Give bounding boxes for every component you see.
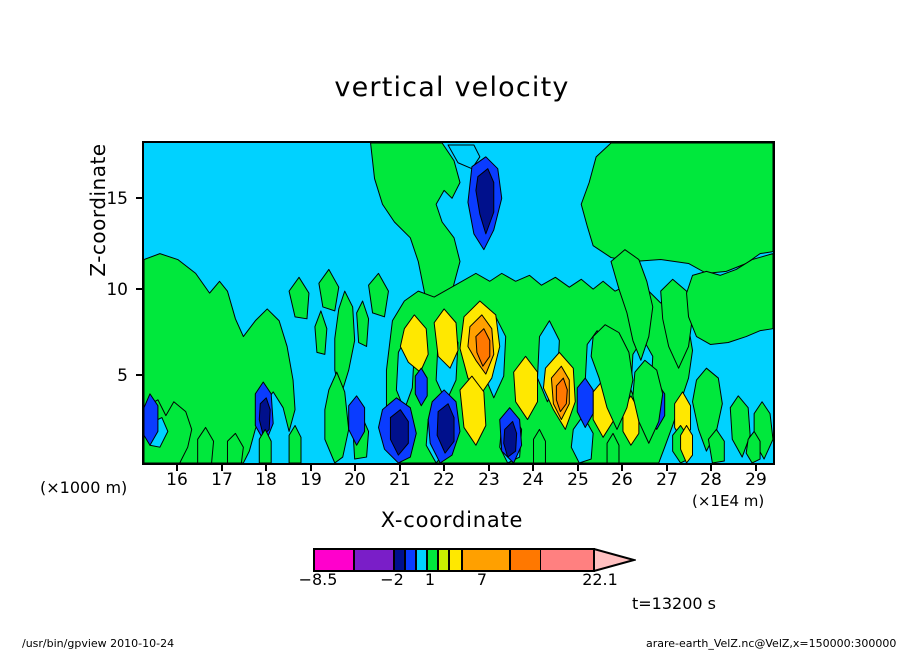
x-tick-label: 19 [300,470,322,490]
x-tick [488,465,490,471]
x-tick [221,465,223,471]
x-tick [310,465,312,471]
y-axis-title: Z-coordinate [86,143,110,277]
colorbar-tick-label: 22.1 [582,570,618,589]
x-tick-label: 28 [700,470,722,490]
x-tick-label: 16 [166,470,188,490]
x-tick [354,465,356,471]
y-tick-label: 15 [106,189,128,209]
x-tick [755,465,757,471]
x-tick [532,465,534,471]
y-tick-label: 5 [117,366,128,386]
x-tick [399,465,401,471]
footer-dataset: arare-earth_VelZ.nc@VelZ,x=150000:300000 [646,637,897,650]
page-title: vertical velocity [334,72,570,103]
colorbar-tail [540,548,636,572]
x-tick-label: 26 [611,470,633,490]
x-tick-label: 27 [656,470,678,490]
x-tick-label: 17 [211,470,233,490]
x-tick-label: 23 [478,470,500,490]
y-tick [136,288,142,290]
contour-plot-area [142,141,775,465]
x-tick-label: 22 [433,470,455,490]
footer-command: /usr/bin/gpview 2010-10-24 [22,637,175,650]
x-tick-label: 21 [389,470,411,490]
x-tick-label: 20 [344,470,366,490]
x-axis-unit-label: (×1E4 m) [692,492,765,510]
x-tick [265,465,267,471]
x-tick [666,465,668,471]
contour-field [144,143,773,463]
x-axis-title: X-coordinate [380,508,524,532]
x-tick [176,465,178,471]
time-annotation: t=13200 s [632,594,716,613]
x-tick-label: 25 [567,470,589,490]
y-tick [136,374,142,376]
y-tick-label: 10 [106,280,128,300]
y-tick [136,197,142,199]
z-axis-unit-label: (×1000 m) [40,478,128,497]
x-tick [621,465,623,471]
x-tick-label: 18 [255,470,277,490]
x-tick-label: 29 [745,470,767,490]
colorbar-tick-label: 7 [476,570,488,589]
x-tick [710,465,712,471]
colorbar-tick-label: 1 [424,570,436,589]
x-tick [577,465,579,471]
x-tick [443,465,445,471]
colorbar-tick-label: −8.5 [298,570,338,589]
x-tick-label: 24 [522,470,544,490]
colorbar-tick-label: −2 [380,570,404,589]
